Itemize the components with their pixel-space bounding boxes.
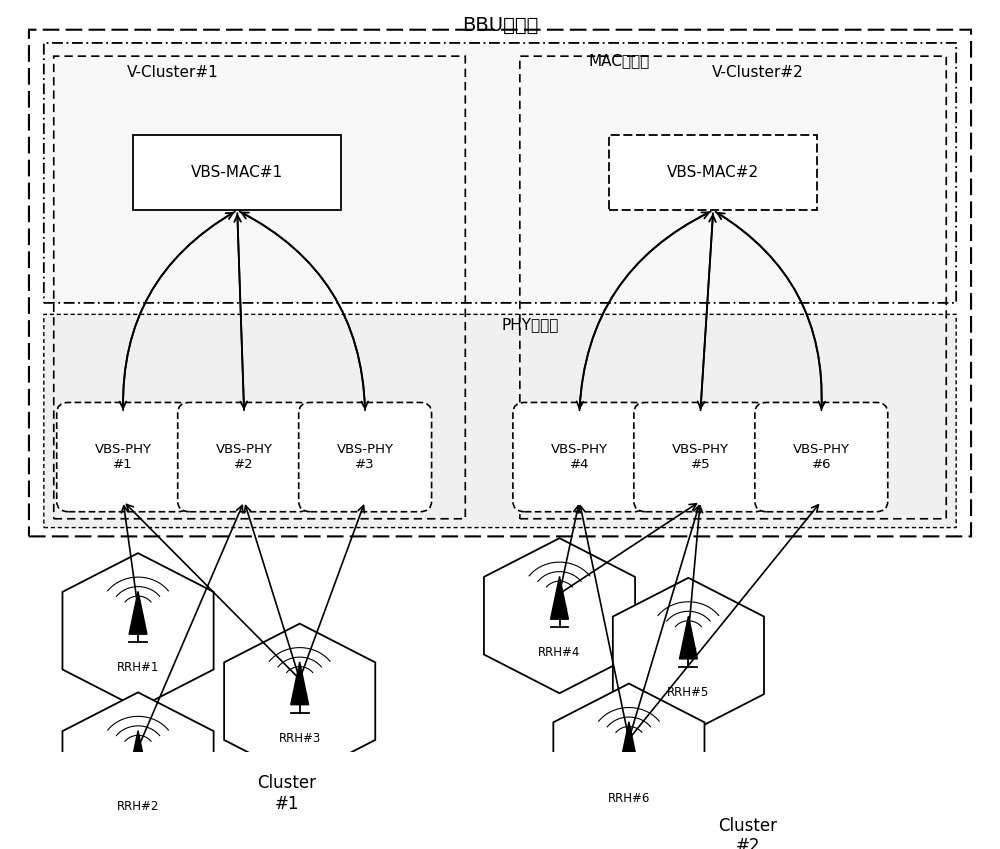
Text: VBS-PHY
#3: VBS-PHY #3	[337, 443, 394, 471]
Polygon shape	[679, 616, 697, 659]
Text: VBS-PHY
#5: VBS-PHY #5	[672, 443, 729, 471]
Bar	[133, 136, 341, 211]
Polygon shape	[291, 662, 309, 705]
Polygon shape	[484, 538, 635, 694]
Text: VBS-PHY
#4: VBS-PHY #4	[551, 443, 608, 471]
Polygon shape	[129, 731, 147, 773]
FancyBboxPatch shape	[57, 402, 190, 512]
Text: V-Cluster#1: V-Cluster#1	[127, 65, 219, 80]
Text: VBS-MAC#2: VBS-MAC#2	[667, 166, 759, 180]
Text: RRH#2: RRH#2	[117, 801, 159, 813]
FancyBboxPatch shape	[299, 402, 432, 512]
Polygon shape	[613, 578, 764, 733]
Polygon shape	[129, 592, 147, 634]
Text: VBS-PHY
#6: VBS-PHY #6	[793, 443, 850, 471]
FancyBboxPatch shape	[755, 402, 888, 512]
Text: Cluster
#2: Cluster #2	[718, 817, 777, 849]
Polygon shape	[224, 624, 375, 779]
Text: VBS-PHY
#1: VBS-PHY #1	[95, 443, 152, 471]
Text: RRH#5: RRH#5	[667, 686, 710, 699]
Text: V-Cluster#2: V-Cluster#2	[712, 65, 804, 80]
Text: VBS-PHY
#2: VBS-PHY #2	[216, 443, 273, 471]
Text: VBS-MAC#1: VBS-MAC#1	[191, 166, 283, 180]
Text: MAC服务器: MAC服务器	[588, 53, 650, 68]
Text: RRH#1: RRH#1	[117, 661, 159, 674]
FancyBboxPatch shape	[513, 402, 646, 512]
Text: RRH#4: RRH#4	[538, 646, 581, 659]
Text: BBU资源池: BBU资源池	[462, 16, 538, 35]
Text: Cluster
#1: Cluster #1	[257, 774, 316, 813]
Text: RRH#3: RRH#3	[279, 732, 321, 745]
FancyBboxPatch shape	[634, 402, 767, 512]
Polygon shape	[551, 576, 568, 619]
FancyBboxPatch shape	[178, 402, 311, 512]
FancyBboxPatch shape	[44, 314, 956, 527]
Polygon shape	[62, 554, 214, 708]
Text: PHY服务器: PHY服务器	[501, 318, 558, 333]
Polygon shape	[620, 722, 638, 765]
Bar	[609, 136, 817, 211]
Text: RRH#6: RRH#6	[608, 791, 650, 805]
FancyBboxPatch shape	[44, 43, 956, 303]
Polygon shape	[553, 683, 704, 839]
Polygon shape	[62, 693, 214, 847]
